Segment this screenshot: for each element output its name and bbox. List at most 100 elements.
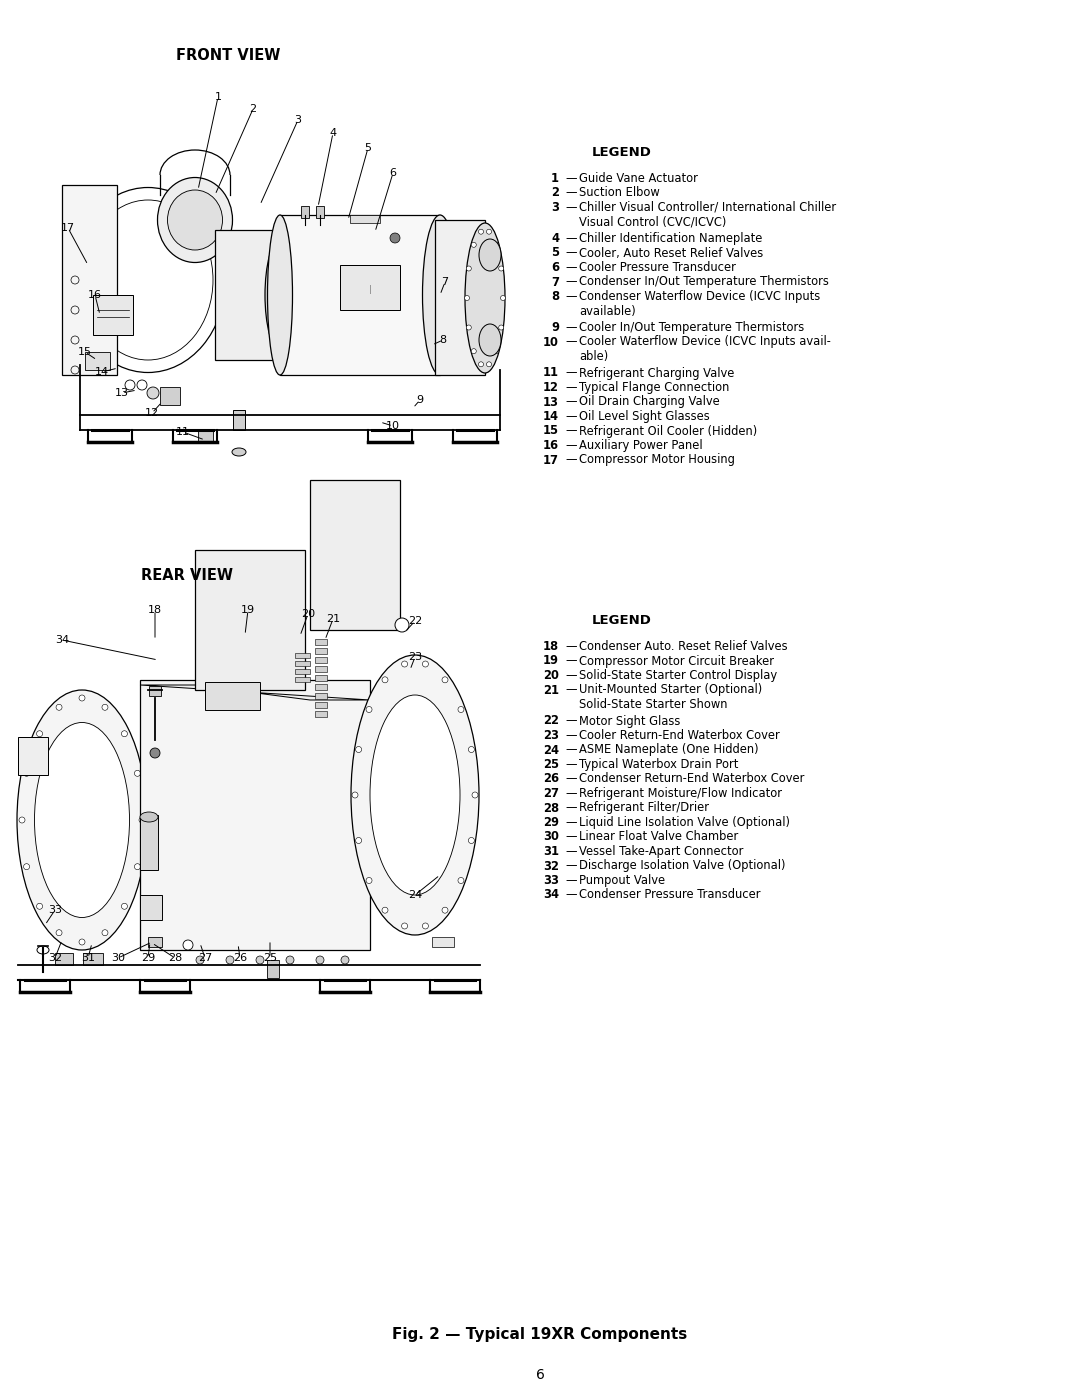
Circle shape bbox=[121, 731, 127, 736]
Circle shape bbox=[464, 296, 470, 300]
Text: 6: 6 bbox=[390, 168, 396, 177]
Text: 25: 25 bbox=[262, 953, 278, 963]
Text: 32: 32 bbox=[48, 953, 62, 963]
Circle shape bbox=[352, 792, 357, 798]
Text: 5: 5 bbox=[365, 142, 372, 154]
Text: 17: 17 bbox=[543, 454, 559, 467]
Text: —: — bbox=[565, 261, 577, 274]
Text: —: — bbox=[565, 743, 577, 757]
Text: 16: 16 bbox=[87, 291, 102, 300]
Text: 14: 14 bbox=[543, 409, 559, 423]
Text: Refrigerant Charging Valve: Refrigerant Charging Valve bbox=[579, 366, 734, 380]
Polygon shape bbox=[140, 685, 370, 700]
Bar bbox=[315, 703, 327, 708]
Text: Suction Elbow: Suction Elbow bbox=[579, 187, 660, 200]
Bar bbox=[140, 680, 370, 950]
Text: LEGEND: LEGEND bbox=[592, 145, 652, 158]
Text: 24: 24 bbox=[543, 743, 559, 757]
Text: —: — bbox=[565, 683, 577, 697]
Text: 12: 12 bbox=[543, 381, 559, 394]
Text: 27: 27 bbox=[198, 953, 212, 963]
Circle shape bbox=[494, 242, 499, 247]
Bar bbox=[432, 937, 454, 947]
Bar bbox=[295, 661, 310, 666]
Bar bbox=[295, 652, 310, 658]
Circle shape bbox=[458, 707, 464, 712]
Circle shape bbox=[467, 265, 471, 271]
Text: Auxiliary Power Panel: Auxiliary Power Panel bbox=[579, 439, 703, 453]
Bar bbox=[85, 352, 110, 370]
Circle shape bbox=[102, 930, 108, 936]
Circle shape bbox=[390, 233, 400, 243]
Text: 28: 28 bbox=[167, 953, 183, 963]
Text: 10: 10 bbox=[386, 420, 400, 432]
Text: 12: 12 bbox=[145, 408, 159, 418]
Text: —: — bbox=[565, 335, 577, 348]
Bar bbox=[295, 678, 310, 682]
Text: available): available) bbox=[579, 305, 636, 317]
Bar bbox=[295, 669, 310, 673]
Text: 15: 15 bbox=[78, 346, 92, 358]
Text: —: — bbox=[565, 439, 577, 453]
Text: 21: 21 bbox=[326, 615, 340, 624]
Circle shape bbox=[341, 956, 349, 964]
Text: —: — bbox=[565, 714, 577, 728]
Text: —: — bbox=[565, 366, 577, 380]
Circle shape bbox=[134, 863, 140, 870]
Text: 15: 15 bbox=[543, 425, 559, 437]
Text: Refrigerant Oil Cooler (Hidden): Refrigerant Oil Cooler (Hidden) bbox=[579, 425, 757, 437]
Circle shape bbox=[382, 676, 388, 683]
Circle shape bbox=[79, 694, 85, 701]
Text: Linear Float Valve Chamber: Linear Float Valve Chamber bbox=[579, 830, 739, 844]
Text: —: — bbox=[565, 454, 577, 467]
Text: —: — bbox=[565, 787, 577, 800]
Text: 19: 19 bbox=[241, 605, 255, 615]
Text: —: — bbox=[565, 773, 577, 785]
Text: —: — bbox=[565, 246, 577, 260]
Bar bbox=[315, 675, 327, 680]
Text: 33: 33 bbox=[543, 875, 559, 887]
Text: 4: 4 bbox=[551, 232, 559, 244]
Bar bbox=[315, 648, 327, 654]
Text: —: — bbox=[565, 395, 577, 408]
Text: FRONT VIEW: FRONT VIEW bbox=[176, 47, 280, 63]
Circle shape bbox=[56, 930, 62, 936]
Text: 13: 13 bbox=[543, 395, 559, 408]
Text: 8: 8 bbox=[551, 291, 559, 303]
Text: Fig. 2 — Typical 19XR Components: Fig. 2 — Typical 19XR Components bbox=[392, 1327, 688, 1343]
Circle shape bbox=[121, 904, 127, 909]
Ellipse shape bbox=[268, 215, 293, 374]
Text: 7: 7 bbox=[551, 275, 559, 289]
Text: Condenser Waterflow Device (ICVC Inputs: Condenser Waterflow Device (ICVC Inputs bbox=[579, 291, 820, 303]
Circle shape bbox=[442, 676, 448, 683]
Text: Compressor Motor Housing: Compressor Motor Housing bbox=[579, 454, 734, 467]
Bar bbox=[315, 711, 327, 717]
Circle shape bbox=[499, 265, 503, 271]
Text: 25: 25 bbox=[543, 759, 559, 771]
Text: 10: 10 bbox=[543, 335, 559, 348]
Text: —: — bbox=[565, 845, 577, 858]
Bar bbox=[350, 215, 380, 224]
Bar bbox=[215, 231, 280, 360]
Text: 6: 6 bbox=[536, 1368, 544, 1382]
Text: —: — bbox=[565, 875, 577, 887]
Text: Cooler, Auto Reset Relief Valves: Cooler, Auto Reset Relief Valves bbox=[579, 246, 764, 260]
Text: 14: 14 bbox=[95, 367, 109, 377]
Text: Pumpout Valve: Pumpout Valve bbox=[579, 875, 665, 887]
Text: —: — bbox=[565, 232, 577, 244]
Text: —: — bbox=[565, 381, 577, 394]
Text: Visual Control (CVC/ICVC): Visual Control (CVC/ICVC) bbox=[579, 215, 727, 229]
Text: —: — bbox=[565, 655, 577, 668]
Text: 9: 9 bbox=[551, 321, 559, 334]
Circle shape bbox=[442, 907, 448, 914]
Circle shape bbox=[471, 349, 476, 353]
Bar bbox=[315, 685, 327, 690]
Text: Discharge Isolation Valve (Optional): Discharge Isolation Valve (Optional) bbox=[579, 859, 785, 873]
Text: Condenser In/Out Temperature Thermistors: Condenser In/Out Temperature Thermistors bbox=[579, 275, 828, 289]
Text: Vessel Take-Apart Connector: Vessel Take-Apart Connector bbox=[579, 845, 743, 858]
Bar bbox=[233, 409, 245, 430]
Circle shape bbox=[37, 904, 42, 909]
Text: 27: 27 bbox=[543, 787, 559, 800]
Text: Refrigerant Filter/Drier: Refrigerant Filter/Drier bbox=[579, 802, 708, 814]
Bar bbox=[316, 205, 324, 218]
